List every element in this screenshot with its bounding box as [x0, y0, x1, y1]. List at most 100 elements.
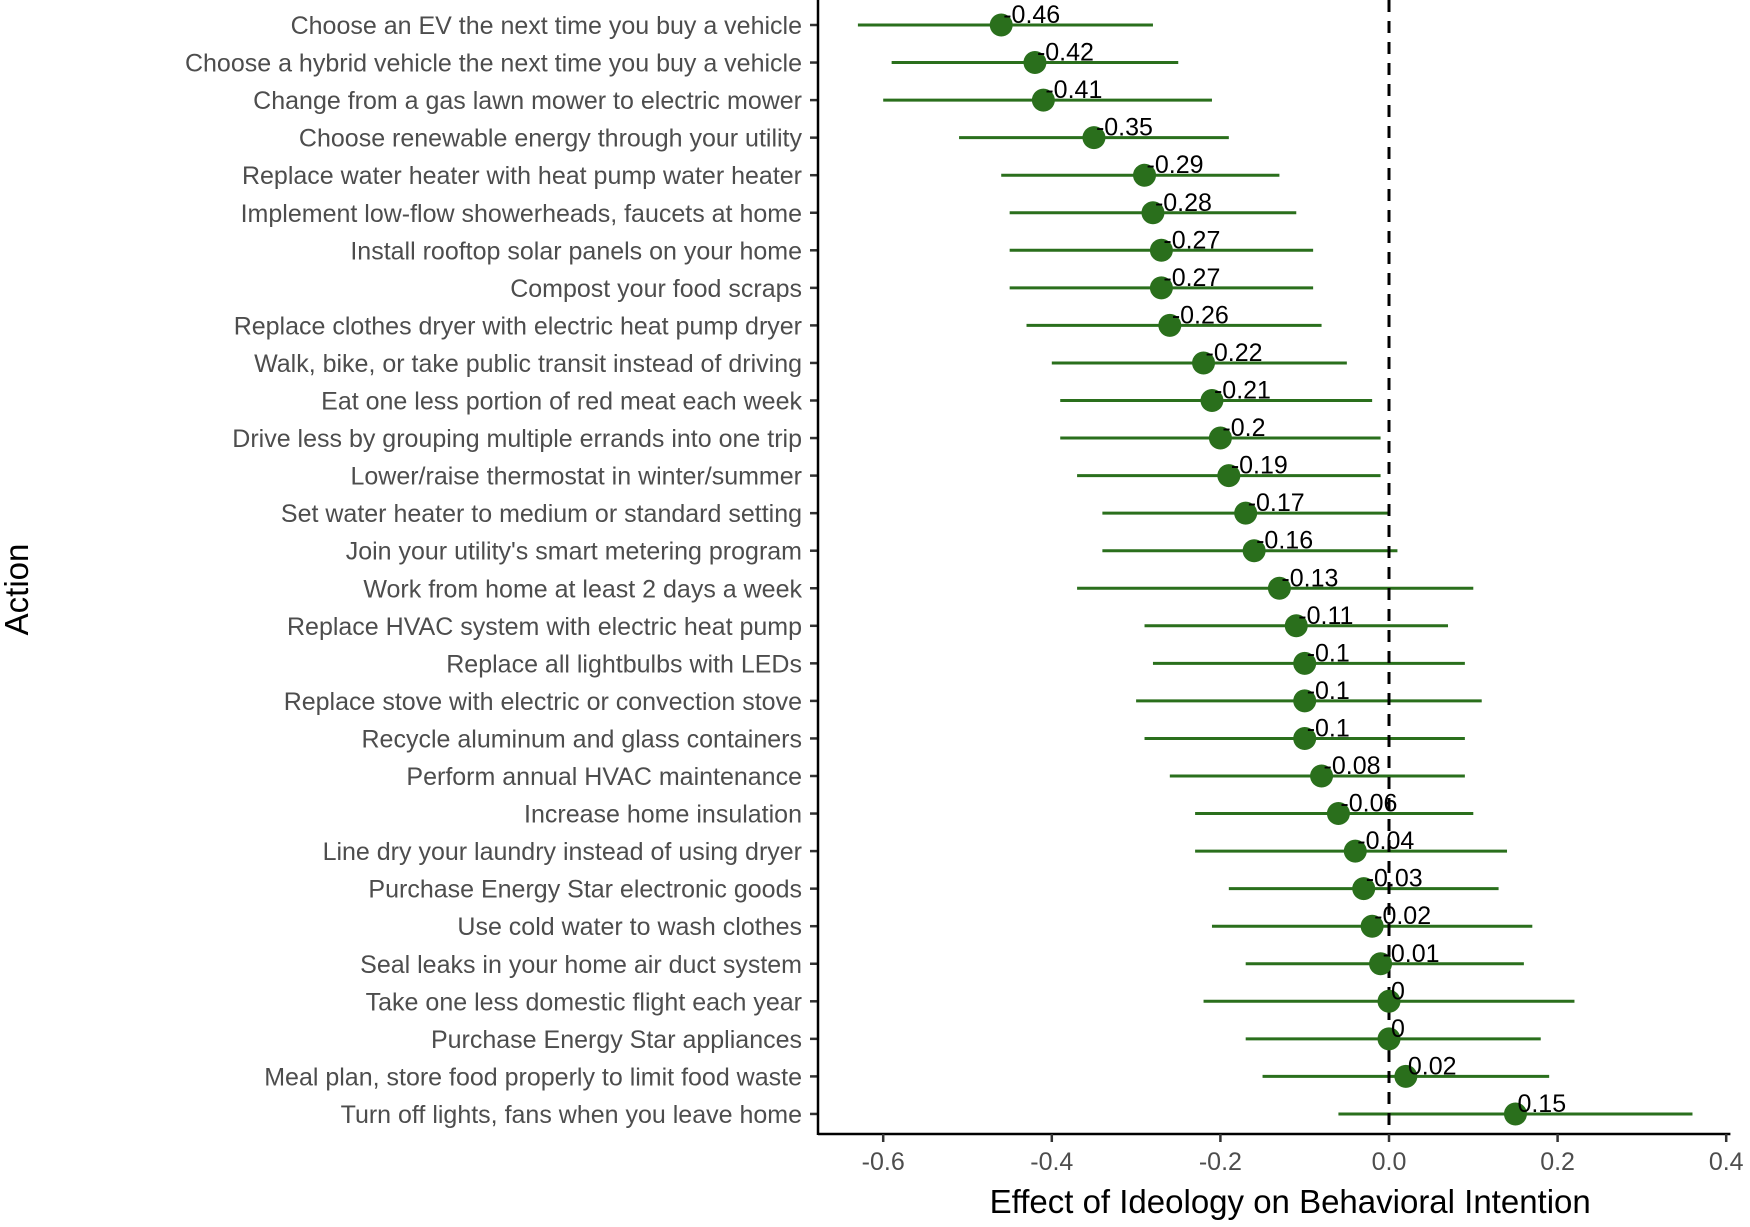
value-label: -0.11 [1298, 602, 1353, 630]
estimate-point [989, 13, 1013, 37]
y-tick-marks [810, 23, 818, 1116]
estimate-point [1031, 88, 1055, 112]
value-label: -0.03 [1366, 865, 1423, 893]
estimate-point [1284, 614, 1308, 638]
estimate-point [1200, 389, 1224, 412]
y-tick-label: Drive less by grouping multiple errands … [232, 425, 802, 453]
value-label: -0.35 [1096, 114, 1153, 142]
estimate-point [1234, 501, 1258, 525]
estimate-point [1023, 51, 1047, 75]
x-tick-label: 0.0 [1372, 1148, 1407, 1176]
estimate-point [1217, 464, 1241, 488]
value-label: -0.08 [1324, 752, 1381, 780]
value-label: -0.27 [1163, 264, 1220, 292]
value-label: 0 [1391, 1015, 1405, 1043]
y-tick-label: Choose a hybrid vehicle the next time yo… [185, 50, 802, 78]
value-label: -0.04 [1357, 827, 1414, 855]
value-label: 0.15 [1517, 1090, 1566, 1118]
value-label: -0.16 [1256, 527, 1313, 555]
value-label: -0.46 [1003, 1, 1060, 29]
x-tick-label: 0.4 [1709, 1148, 1744, 1176]
y-tick-label: Meal plan, store food properly to limit … [264, 1063, 802, 1091]
confidence-intervals [857, 23, 1693, 1116]
y-tick-label: Replace stove with electric or convectio… [284, 688, 802, 716]
estimate-point [1141, 201, 1165, 225]
y-tick-labels: Choose an EV the next time you buy a veh… [185, 12, 803, 1129]
y-tick-label: Purchase Energy Star electronic goods [368, 876, 802, 904]
value-label: 0 [1391, 977, 1405, 1005]
y-tick-label: Join your utility's smart metering progr… [346, 538, 802, 566]
estimate-point [1267, 576, 1291, 600]
y-tick-label: Purchase Energy Star appliances [431, 1026, 802, 1054]
estimate-point [1377, 989, 1401, 1013]
y-axis-title: Action [0, 544, 35, 636]
value-label: -0.19 [1231, 452, 1288, 480]
estimate-points [989, 13, 1527, 1126]
estimate-point [1352, 877, 1376, 901]
estimate-point [1082, 126, 1106, 150]
y-tick-label: Walk, bike, or take public transit inste… [254, 350, 802, 378]
value-label: -0.06 [1340, 790, 1397, 818]
value-label: 0.02 [1408, 1052, 1457, 1080]
estimate-point [1326, 802, 1350, 826]
y-tick-label: Turn off lights, fans when you leave hom… [341, 1101, 802, 1129]
y-tick-label: Choose renewable energy through your uti… [299, 125, 803, 153]
value-label: -0.17 [1248, 489, 1305, 517]
estimate-point [1133, 163, 1157, 187]
estimate-point [1360, 914, 1384, 938]
y-tick-label: Set water heater to medium or standard s… [281, 500, 802, 528]
value-label: -0.1 [1307, 714, 1350, 742]
value-label: -0.27 [1163, 226, 1220, 254]
y-tick-label: Compost your food scraps [510, 275, 802, 303]
y-tick-label: Seal leaks in your home air duct system [360, 951, 802, 979]
y-tick-label: Replace clothes dryer with electric heat… [234, 312, 802, 340]
estimate-point [1149, 238, 1173, 262]
y-tick-label: Line dry your laundry instead of using d… [323, 838, 802, 866]
value-label: -0.13 [1281, 564, 1338, 592]
value-label: -0.1 [1307, 639, 1350, 667]
estimate-point [1394, 1064, 1418, 1088]
y-tick-label: Replace all lightbulbs with LEDs [446, 650, 802, 678]
estimate-point [1242, 539, 1266, 563]
value-label: -0.42 [1037, 39, 1094, 67]
y-tick-label: Eat one less portion of red meat each we… [321, 388, 802, 416]
value-label: -0.1 [1307, 677, 1350, 705]
estimate-point [1343, 839, 1367, 863]
estimate-point [1369, 952, 1393, 976]
value-label: -0.26 [1172, 301, 1229, 329]
value-label: -0.22 [1206, 339, 1263, 367]
estimate-point [1208, 426, 1232, 450]
y-tick-label: Replace HVAC system with electric heat p… [287, 613, 802, 641]
y-tick-label: Work from home at least 2 days a week [363, 575, 802, 603]
y-tick-label: Lower/raise thermostat in winter/summer [350, 463, 802, 491]
estimate-point [1293, 726, 1317, 750]
y-tick-label: Perform annual HVAC maintenance [406, 763, 802, 791]
y-tick-label: Change from a gas lawn mower to electric… [253, 87, 802, 115]
value-label: -0.21 [1214, 377, 1271, 405]
y-tick-label: Implement low-flow showerheads, faucets … [241, 200, 802, 228]
y-tick-label: Choose an EV the next time you buy a veh… [291, 12, 802, 40]
y-tick-label: Install rooftop solar panels on your hom… [350, 237, 802, 265]
estimate-point [1192, 351, 1216, 375]
estimate-point [1158, 313, 1182, 337]
x-ticks: -0.6 -0.4 -0.2 0.0 0.2 0.4 [862, 1134, 1744, 1176]
x-tick-label: -0.4 [1030, 1148, 1073, 1176]
value-labels: -0.46 -0.42 -0.41 -0.35 -0.29 -0.28 -0.27 -0.27… [1003, 1, 1566, 1118]
x-tick-label: -0.2 [1199, 1148, 1242, 1176]
y-tick-label: Take one less domestic flight each year [366, 988, 802, 1016]
value-label: -0.41 [1045, 76, 1102, 104]
y-tick-label: Replace water heater with heat pump wate… [242, 162, 802, 190]
estimate-point [1149, 276, 1173, 300]
y-tick-label: Recycle aluminum and glass containers [362, 725, 803, 753]
x-axis-title: Effect of Ideology on Behavioral Intenti… [990, 1183, 1591, 1220]
value-label: -0.01 [1383, 940, 1440, 968]
x-tick-label: -0.6 [862, 1148, 905, 1176]
y-tick-label: Use cold water to wash clothes [457, 913, 802, 941]
value-label: -0.2 [1222, 414, 1265, 442]
estimate-point [1503, 1102, 1527, 1126]
y-tick-label: Increase home insulation [524, 801, 802, 829]
value-label: -0.02 [1374, 902, 1431, 930]
value-label: -0.29 [1147, 151, 1204, 179]
estimate-point [1293, 689, 1317, 713]
